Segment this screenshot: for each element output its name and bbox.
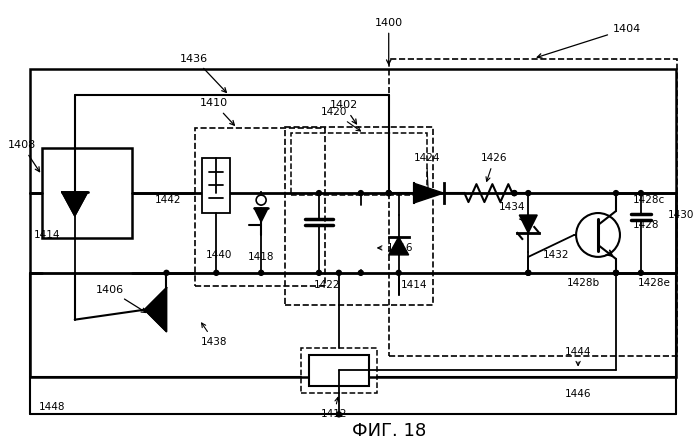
Circle shape <box>259 270 264 275</box>
Circle shape <box>614 190 619 196</box>
Polygon shape <box>254 208 268 222</box>
Circle shape <box>526 270 531 275</box>
Circle shape <box>576 213 620 257</box>
Bar <box>291 133 426 195</box>
Circle shape <box>512 190 517 196</box>
Circle shape <box>387 190 391 196</box>
Text: 1428: 1428 <box>633 220 659 230</box>
Text: 1420: 1420 <box>321 107 361 131</box>
Text: 1402: 1402 <box>330 101 358 124</box>
Text: 1424: 1424 <box>413 153 440 194</box>
Bar <box>301 348 377 393</box>
Text: 1404: 1404 <box>538 24 641 58</box>
Text: 1432: 1432 <box>543 250 570 260</box>
Circle shape <box>256 195 266 205</box>
Text: 1446: 1446 <box>565 389 591 400</box>
Circle shape <box>396 270 401 275</box>
Bar <box>309 354 369 387</box>
Circle shape <box>336 270 341 275</box>
Text: 1416: 1416 <box>377 243 413 253</box>
Polygon shape <box>145 288 166 332</box>
Circle shape <box>512 190 517 196</box>
Bar <box>202 158 230 213</box>
Bar <box>42 148 131 238</box>
Text: 1408: 1408 <box>8 140 40 172</box>
Circle shape <box>387 190 391 196</box>
Text: 1422: 1422 <box>314 280 340 290</box>
Text: 1410: 1410 <box>200 98 234 125</box>
Circle shape <box>317 270 322 275</box>
Polygon shape <box>519 215 538 233</box>
Polygon shape <box>414 183 444 203</box>
Bar <box>389 59 677 355</box>
Circle shape <box>359 270 363 275</box>
Bar <box>285 127 433 305</box>
Text: ФИГ. 18: ФИГ. 18 <box>352 422 426 440</box>
Circle shape <box>526 270 531 275</box>
Circle shape <box>614 270 619 275</box>
Text: 1426: 1426 <box>481 153 507 181</box>
Bar <box>195 128 325 286</box>
Circle shape <box>214 270 219 275</box>
Circle shape <box>317 190 322 196</box>
Polygon shape <box>62 192 87 216</box>
Text: 1428b: 1428b <box>566 278 600 288</box>
Circle shape <box>638 190 643 196</box>
Circle shape <box>526 190 531 196</box>
Text: 1434: 1434 <box>499 202 526 221</box>
Circle shape <box>359 190 363 196</box>
Text: 1428c: 1428c <box>633 195 665 205</box>
Text: 1418: 1418 <box>248 252 275 262</box>
Circle shape <box>638 270 643 275</box>
Circle shape <box>387 190 391 196</box>
Text: 1414: 1414 <box>34 230 60 240</box>
Text: 1444: 1444 <box>565 346 591 366</box>
Text: 1440: 1440 <box>206 250 233 260</box>
Text: 1442: 1442 <box>154 195 181 205</box>
Circle shape <box>336 412 341 417</box>
Text: 1436: 1436 <box>180 54 226 93</box>
Text: 1412: 1412 <box>321 397 347 419</box>
Polygon shape <box>389 237 409 255</box>
Text: 1428e: 1428e <box>638 278 671 288</box>
Circle shape <box>164 270 169 275</box>
Text: 1406: 1406 <box>96 285 146 312</box>
Text: 1400: 1400 <box>375 18 403 64</box>
Circle shape <box>614 270 619 275</box>
Bar <box>30 68 676 378</box>
Circle shape <box>614 270 619 275</box>
Text: 1414: 1414 <box>401 280 427 290</box>
Text: 1430: 1430 <box>668 210 694 220</box>
Text: 1438: 1438 <box>201 323 228 346</box>
Text: 1448: 1448 <box>38 402 65 413</box>
